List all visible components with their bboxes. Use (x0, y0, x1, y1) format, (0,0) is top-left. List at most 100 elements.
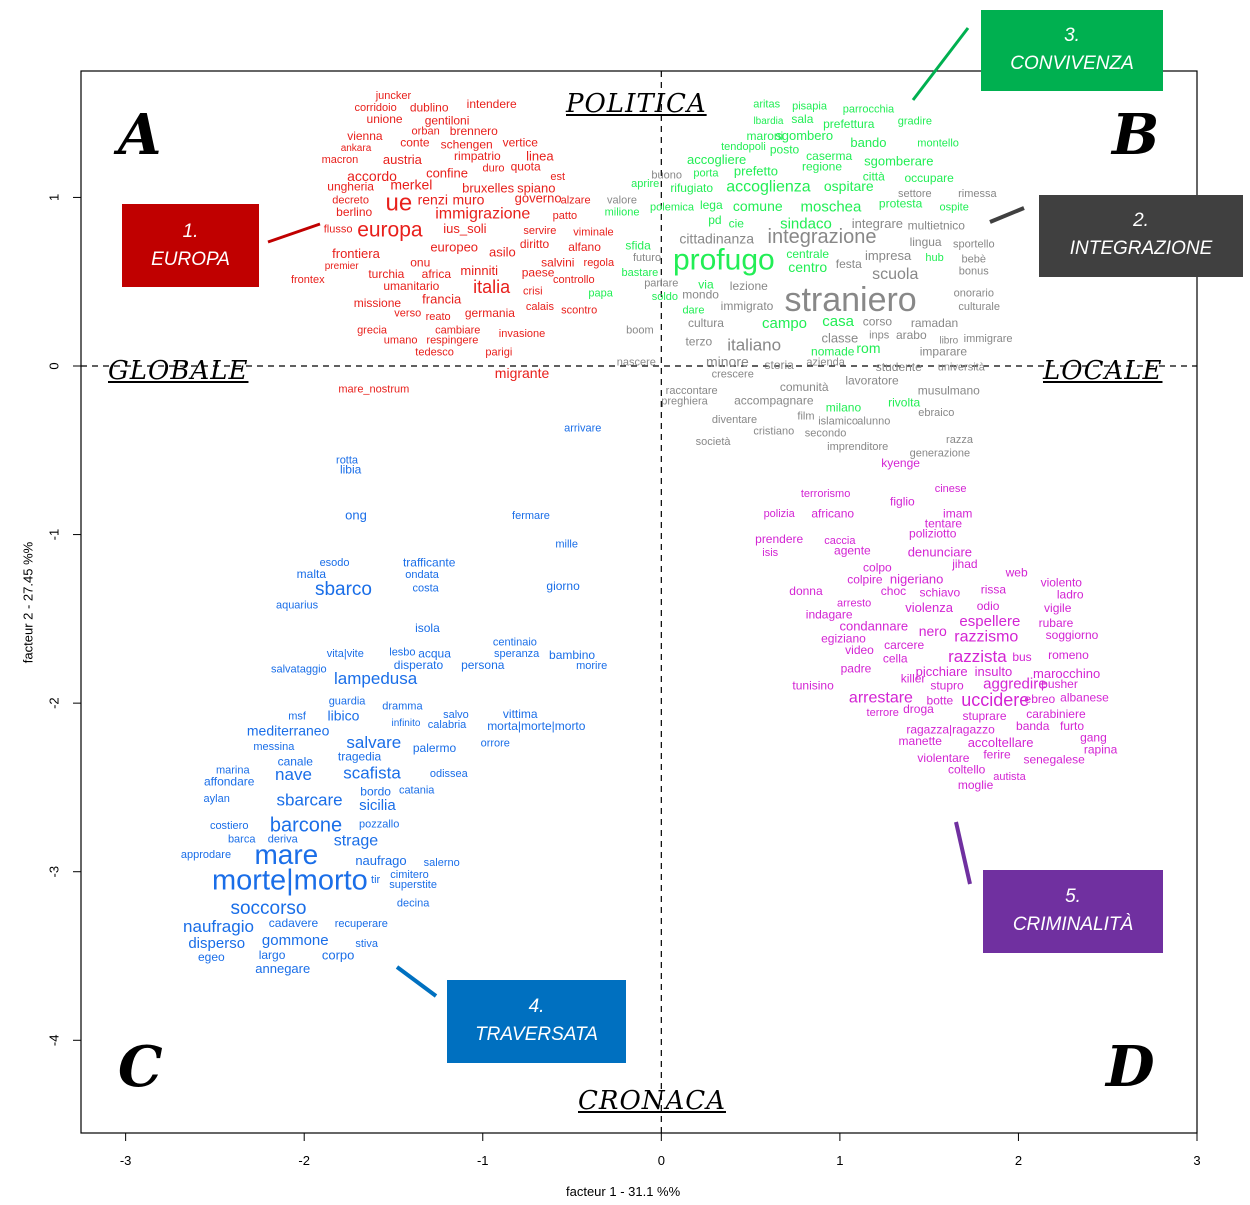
word-point: rapina (1084, 743, 1118, 757)
quadrant-d: D (1106, 1034, 1155, 1100)
word-point: autista (993, 771, 1026, 783)
word-point: libro (939, 335, 958, 346)
word-point: cimitero (390, 869, 429, 881)
word-point: bordo (360, 785, 391, 799)
word-point: terrorismo (801, 488, 851, 500)
word-point: malta (297, 567, 327, 581)
word-point: marocchino (1033, 666, 1100, 681)
word-point: bambino (549, 648, 595, 662)
word-point: prendere (755, 532, 803, 546)
word-point: carabiniere (1026, 707, 1086, 721)
quadrant-b: B (1112, 102, 1160, 168)
word-point: paese (522, 265, 555, 279)
word-point: polizia (764, 508, 796, 520)
x-tick-label: -2 (298, 1153, 310, 1168)
word-point: lesbo (389, 646, 415, 658)
word-point: porta (693, 168, 719, 180)
word-point: gang (1080, 731, 1107, 745)
word-point: odissea (430, 768, 469, 780)
word-point: rifugiato (670, 181, 713, 195)
pole-top: POLITICA (566, 89, 707, 119)
word-point: morire (576, 660, 607, 672)
word-point: esodo (320, 557, 350, 569)
word-point: bonus (959, 266, 989, 278)
word-point: ebraico (918, 407, 954, 419)
word-point: tendopoli (721, 141, 766, 153)
word-point: salvataggio (271, 663, 327, 675)
word-point: terrore (867, 707, 899, 719)
quadrant-a: A (118, 102, 162, 168)
word-point: colpire (847, 572, 883, 586)
word-point: via (698, 277, 714, 291)
word-point: pozzallo (359, 818, 399, 830)
word-point: deriva (268, 834, 299, 846)
word-point: ragazza|ragazzo (906, 722, 995, 736)
word-point: cadavere (269, 916, 319, 930)
word-point: alunno (857, 416, 890, 428)
word-point: imparare (920, 345, 968, 359)
word-point: invasione (499, 328, 545, 340)
word-point: salvare (346, 733, 401, 752)
word-point: guardia (329, 695, 367, 707)
word-point: francia (422, 292, 462, 307)
word-point: dublino (410, 100, 449, 114)
word-point: diventare (712, 414, 757, 426)
word-point: disperso (188, 935, 245, 952)
word-point: asilo (489, 244, 516, 259)
word-point: mondo (682, 287, 719, 301)
word-point: frontex (291, 274, 325, 286)
word-point: reato (426, 311, 451, 323)
word-point: hub (925, 252, 943, 264)
cluster-box-traversata: 4. TRAVERSATA (447, 980, 626, 1063)
word-point: africano (811, 507, 854, 521)
cluster-3-words: aritas pisapia parrocchia lbardia sala prefet… (588, 99, 968, 415)
word-point: rom (856, 340, 880, 356)
word-point: egiziano (821, 631, 866, 645)
word-point: web (1005, 566, 1028, 580)
word-point: scafista (343, 763, 401, 782)
word-point: patto (553, 210, 577, 222)
word-point: ferire (983, 748, 1011, 762)
word-point: umano (384, 335, 418, 347)
word-point: rimpatrio (454, 149, 501, 163)
word-point: polemica (650, 201, 695, 213)
word-point: sicilia (359, 797, 396, 814)
word-point: spiano (517, 180, 555, 195)
word-point: disperato (394, 658, 444, 672)
word-point: aprire (631, 178, 659, 190)
word-point: naufragio (183, 917, 254, 936)
word-point: futuro (633, 252, 661, 264)
word-point: carcere (884, 638, 924, 652)
word-point: calabria (428, 719, 467, 731)
word-point: acqua (418, 646, 451, 660)
word-point: morte|morto (212, 864, 368, 896)
word-point: caserma (806, 149, 852, 163)
connector-europa (267, 222, 321, 244)
word-point: ue (385, 190, 412, 217)
word-point: servire (523, 225, 556, 237)
cluster-5-words: kyenge terrorismo cinese figlio polizia afric… (755, 456, 1117, 792)
word-point: uccidere (961, 690, 1029, 710)
word-point: multietnico (908, 218, 966, 232)
word-point: moglie (958, 778, 994, 792)
quadrant-c: C (118, 1034, 163, 1100)
word-point: ondata (405, 569, 440, 581)
word-point: soldo (652, 291, 678, 303)
word-point: minore (706, 353, 749, 369)
word-point: manette (899, 734, 943, 748)
word-point: terzo (685, 335, 712, 349)
word-point: imam (943, 507, 972, 521)
word-point: papa (588, 287, 613, 299)
plot-frame (80, 70, 1198, 1134)
word-point: film (797, 410, 814, 422)
word-point: salvini (541, 255, 574, 269)
word-point: razzismo (954, 629, 1018, 646)
word-point: naufrago (355, 853, 406, 868)
word-point: flusso (324, 223, 353, 235)
word-point: sbarcare (276, 790, 342, 809)
word-point: ebreo (1025, 692, 1056, 706)
word-point: viminale (573, 227, 613, 239)
word-point: jihad (951, 557, 977, 571)
word-point: lezione (730, 279, 768, 293)
word-point: condannare (839, 619, 908, 634)
